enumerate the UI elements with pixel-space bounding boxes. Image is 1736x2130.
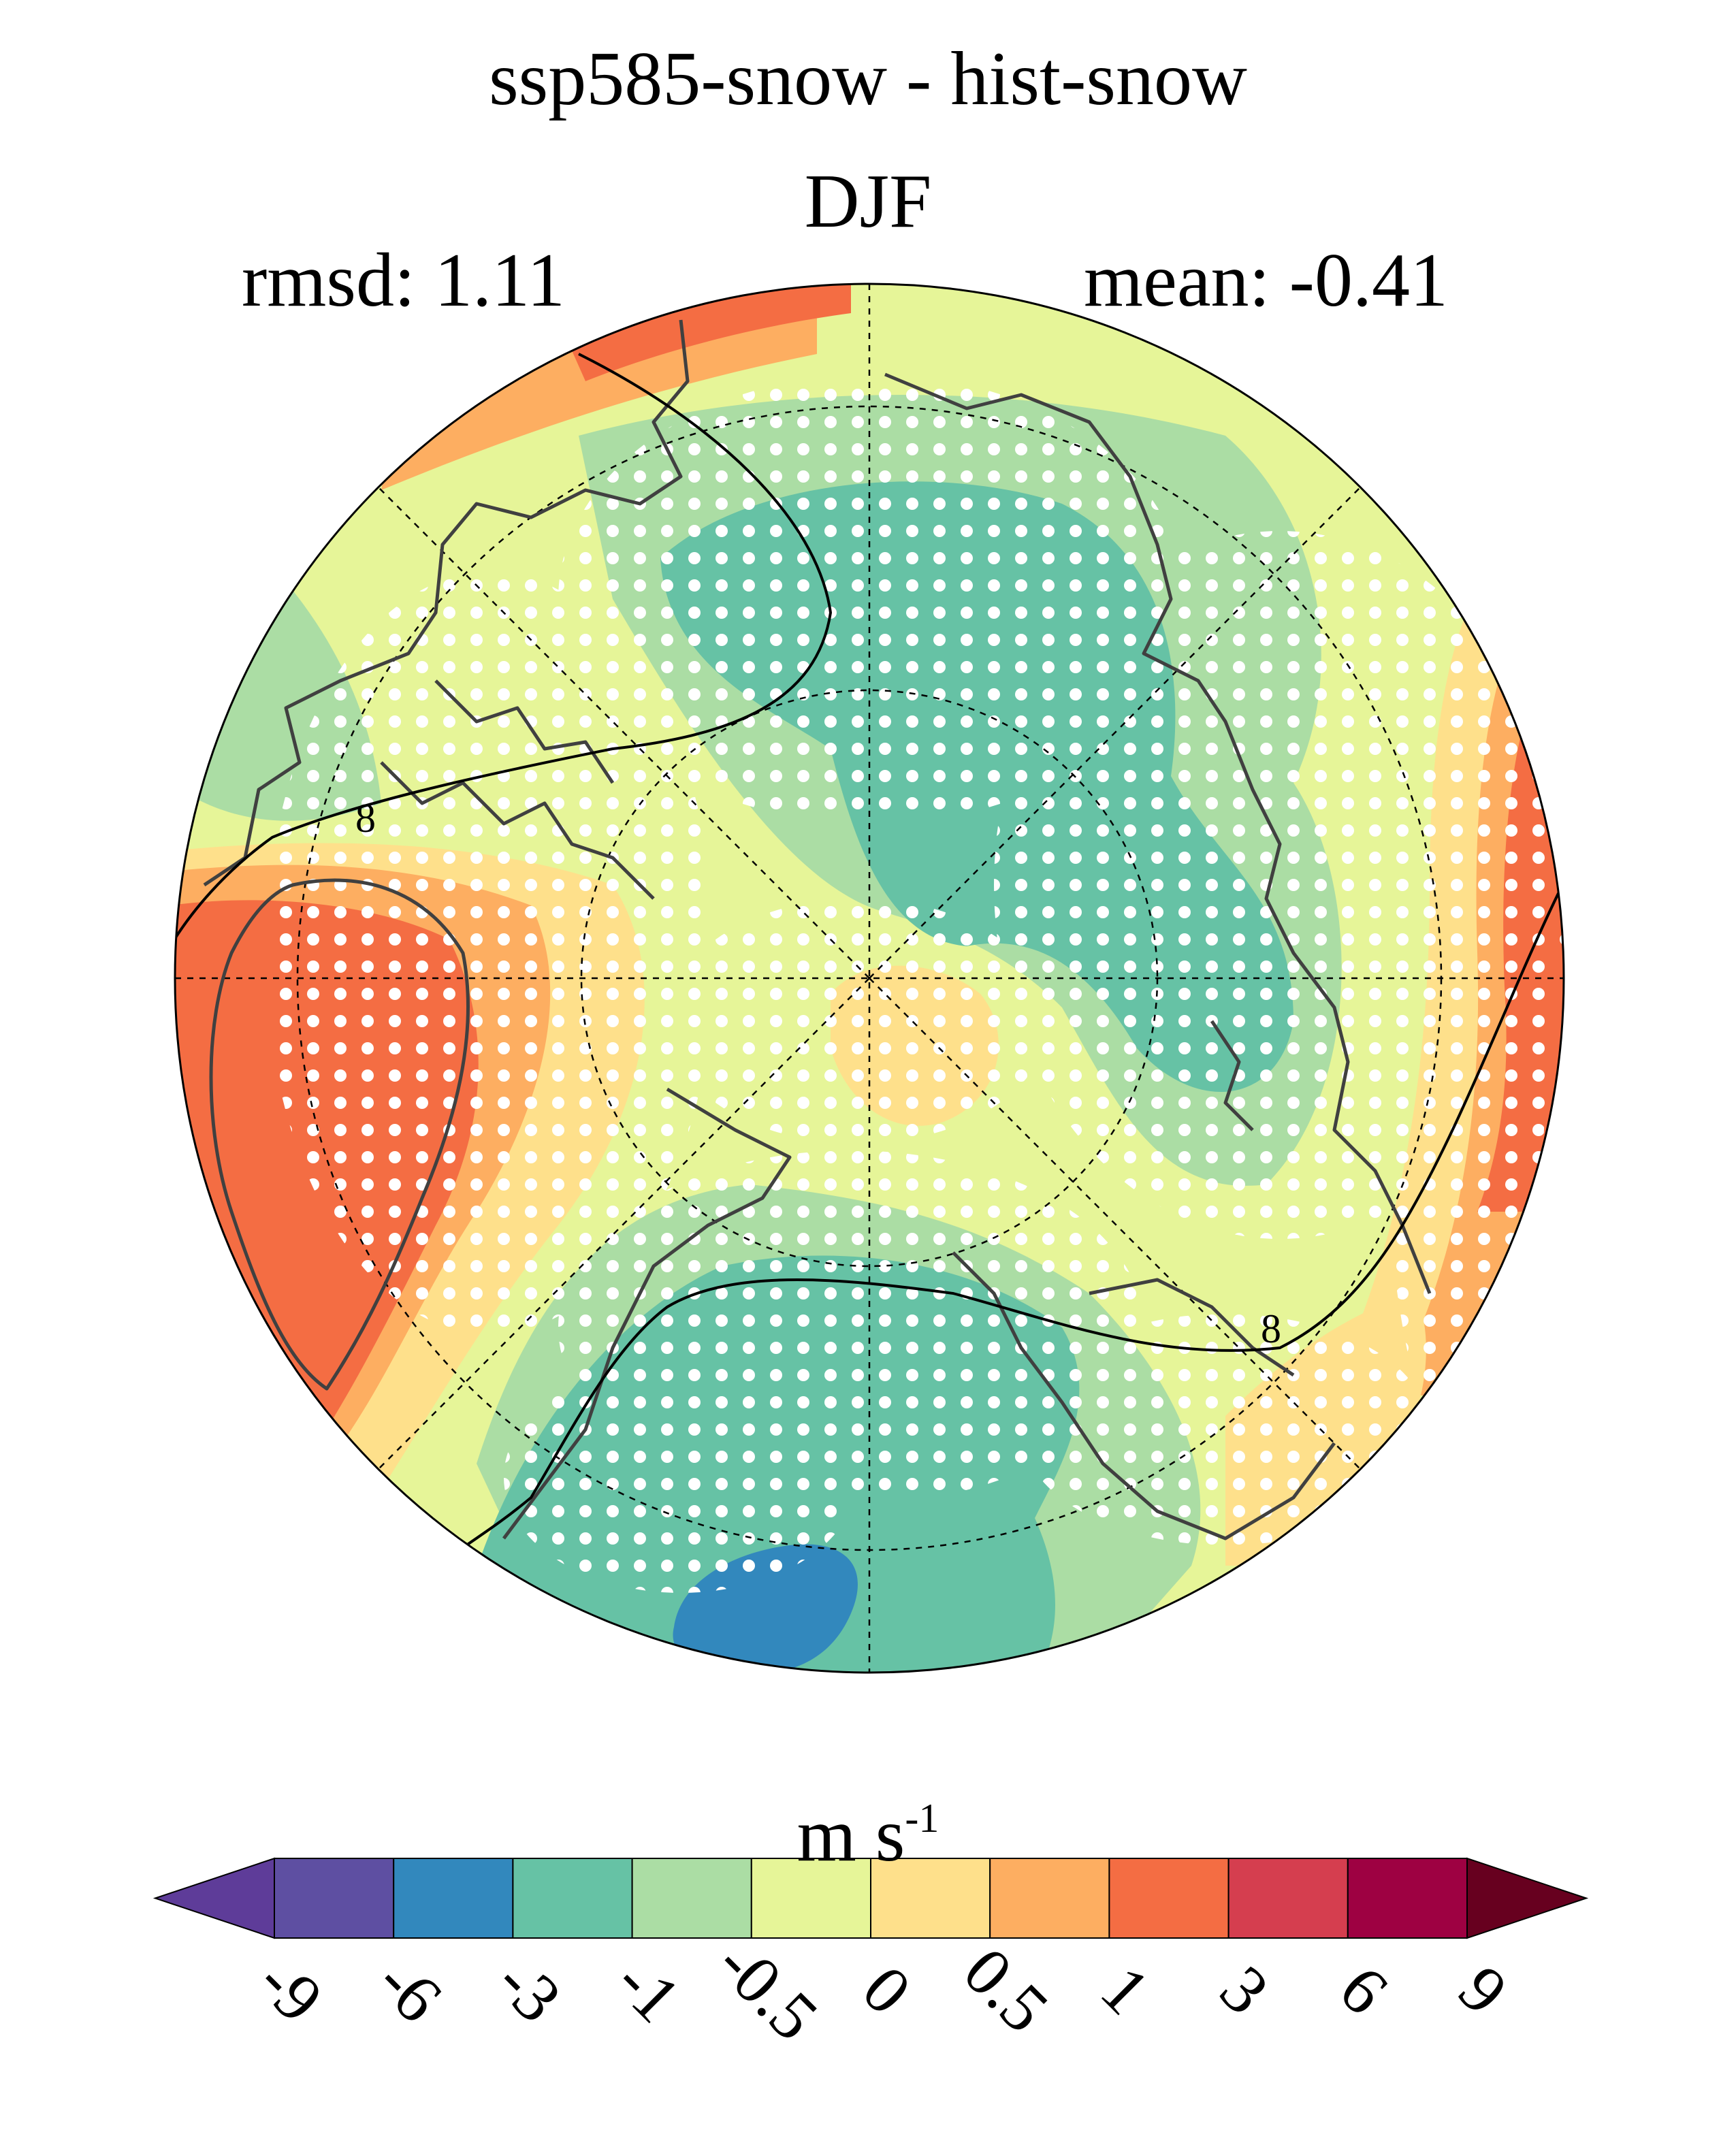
field-red-northwest bbox=[558, 284, 851, 381]
colorbar-segment bbox=[512, 1858, 633, 1939]
unit-base: m s bbox=[797, 1793, 905, 1877]
colorbar-extend-high bbox=[1466, 1857, 1589, 1939]
colorbar-segment bbox=[1108, 1858, 1229, 1939]
colorbar-segment bbox=[631, 1858, 752, 1939]
colorbar-tick-label: -3 bbox=[482, 1943, 575, 2037]
colorbar-segment bbox=[750, 1858, 872, 1939]
coastlines bbox=[203, 319, 1432, 1540]
colorbar-tick-label: 3 bbox=[1206, 1951, 1283, 2029]
colorbar-tick-label: 0.5 bbox=[949, 1933, 1063, 2047]
colorbar-tick-label: 1 bbox=[1087, 1951, 1164, 2029]
season-label: DJF bbox=[804, 159, 932, 244]
colorbar-tick-label: 9 bbox=[1445, 1951, 1522, 2029]
colorbar: -9 -6 -3 -1 -0.5 0 0.5 1 3 6 9 bbox=[152, 1857, 1589, 2055]
colorbar-tick-label: -0.5 bbox=[703, 1925, 832, 2054]
colorbar-segment bbox=[1227, 1858, 1349, 1939]
colorbar-segment bbox=[870, 1858, 991, 1939]
colorbar-segment bbox=[1347, 1858, 1468, 1939]
contour-label-west: 8 bbox=[355, 796, 376, 841]
climatology-contour bbox=[175, 353, 1564, 1560]
mean-label: mean: -0.41 bbox=[1084, 238, 1448, 323]
colorbar-segment bbox=[393, 1858, 514, 1939]
colorbar-tick-label: 0 bbox=[848, 1951, 926, 2029]
colorbar-tick-label: 6 bbox=[1325, 1951, 1403, 2029]
colorbar-unit: m s-1 bbox=[0, 1797, 1736, 1873]
map-title: ssp585-snow - hist-snow bbox=[489, 37, 1247, 121]
graticule bbox=[175, 284, 1564, 1673]
map-outline bbox=[174, 283, 1565, 1674]
colorbar-segment bbox=[274, 1858, 395, 1939]
rmsd-label: rmsd: 1.11 bbox=[242, 238, 565, 323]
colorbar-tick-label: -6 bbox=[363, 1943, 456, 2037]
unit-exponent: -1 bbox=[905, 1796, 939, 1841]
map-disk bbox=[175, 284, 1564, 1673]
contour-label-east: 8 bbox=[1261, 1306, 1281, 1351]
colorbar-tick-label: -9 bbox=[244, 1943, 337, 2037]
colorbar-tick-label: -1 bbox=[602, 1943, 695, 2037]
